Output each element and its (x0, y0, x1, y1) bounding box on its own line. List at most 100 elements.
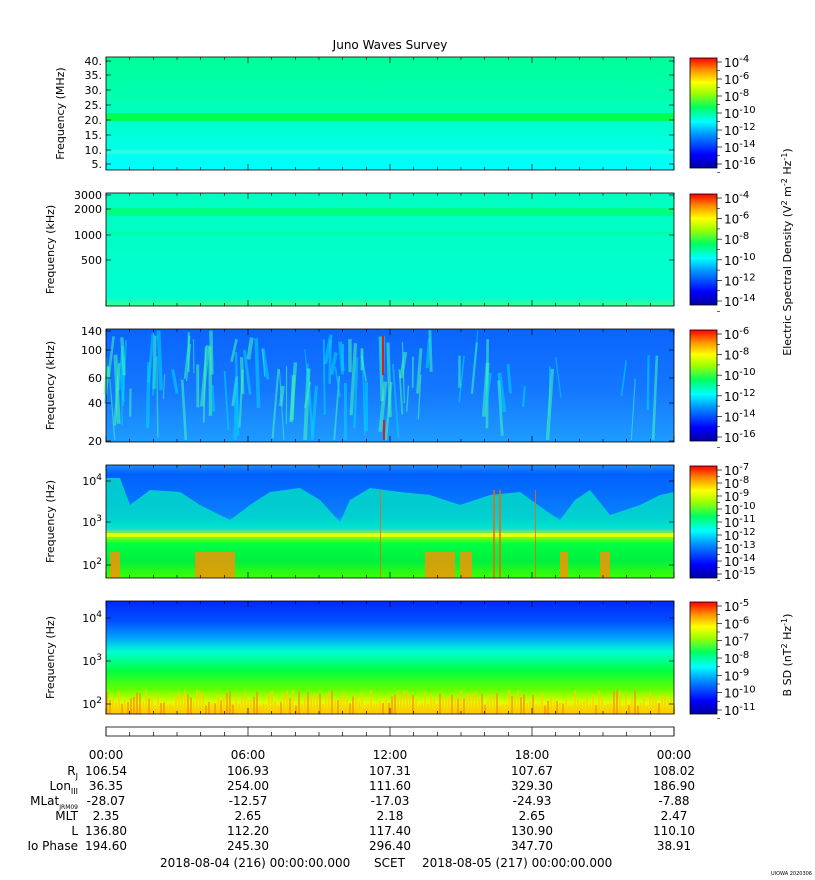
ephemeris-value: 36.35 (89, 779, 123, 793)
emission-streak (199, 345, 210, 407)
y-axis-label: Frequency (MHz) (54, 67, 67, 159)
y-tick-label: 102 (82, 696, 102, 711)
emission-spike (535, 490, 536, 578)
emission-spike (280, 701, 282, 714)
ephemeris-value: -7.88 (658, 794, 689, 808)
emission-spike (334, 699, 336, 714)
emission-spike (559, 702, 561, 714)
emission-spike (343, 691, 345, 714)
emission-spike (601, 696, 603, 714)
emission-streak (406, 385, 410, 412)
emission-spike (361, 692, 363, 714)
emission-spike (265, 704, 267, 714)
emission-spike (340, 697, 342, 714)
emission-spike (274, 701, 276, 714)
emission-spike (328, 691, 330, 714)
emission-streak (545, 368, 555, 441)
emission-spike (106, 692, 108, 714)
ephemeris-value: 38.91 (657, 839, 691, 853)
spectrogram-panel-1 (106, 57, 674, 170)
emission-spike (370, 690, 372, 714)
emission-spike (565, 699, 567, 714)
emission-streak (180, 379, 188, 441)
emission-streak (485, 339, 489, 429)
x-tick-label: 12:00 (373, 748, 408, 762)
colorbar-tick-label: 10-6 (724, 615, 749, 631)
axes-layer: 40.35. 30. 25. 20. 15. 10.5. Frequency (MHz) 10… (44, 54, 756, 736)
emission-spike (383, 420, 385, 440)
emission-spike (241, 697, 243, 714)
emission-spike (649, 691, 651, 714)
emission-spike (553, 701, 555, 714)
y-tick-label: 40. (85, 55, 103, 68)
y-tick-label: 30. (85, 84, 103, 97)
emission-spike (118, 691, 120, 714)
emission-spike (382, 703, 384, 714)
emission-spike (493, 694, 495, 714)
emission-spike (367, 703, 369, 714)
emission-streak (304, 348, 311, 405)
emission-spike (577, 700, 579, 714)
emission-spike (511, 696, 513, 714)
emission-spike (133, 696, 135, 714)
colorbar-tick-label: 10-10 (724, 252, 756, 268)
emission-spike (316, 694, 318, 714)
emission-spike (583, 701, 585, 714)
ephemeris-value: -17.03 (371, 794, 410, 808)
emission-streak (378, 381, 388, 433)
emission-streak (223, 371, 230, 431)
colorbar-tick-label: 10-8 (724, 231, 749, 247)
emission-spike (379, 700, 381, 714)
emission-spike (196, 690, 198, 714)
emission-spike (127, 701, 129, 714)
ephemeris-label: RJ (67, 764, 78, 781)
emission-streak (230, 338, 238, 363)
emission-spike (571, 705, 573, 714)
emission-spike (445, 698, 447, 714)
emission-spike (514, 695, 516, 714)
emission-streak (620, 360, 628, 397)
emission-spike (235, 694, 237, 714)
chart-title: Juno Waves Survey (332, 38, 448, 52)
ephemeris-value: 110.10 (653, 824, 695, 838)
emission-spike (439, 693, 441, 714)
emission-spike (211, 704, 213, 714)
emission-spike (637, 705, 639, 714)
emission-spike (631, 695, 633, 714)
emission-spike (301, 703, 303, 714)
emission-spike (490, 694, 492, 714)
emission-streak (243, 349, 252, 395)
emission-spike (202, 692, 204, 714)
emission-spike (595, 705, 597, 714)
colorbar-tick-label: 10-11 (724, 702, 756, 718)
emission-spike (622, 705, 624, 714)
spectrogram-image (106, 601, 674, 714)
y-tick-label: 1000 (74, 229, 102, 242)
x-tick-label: 00:00 (89, 748, 124, 762)
emission-spike (400, 695, 402, 714)
emission-spike (223, 694, 225, 714)
emission-spike (481, 693, 483, 714)
emission-bursts (110, 490, 610, 578)
emission-spike (112, 698, 114, 714)
colorbar-tick-label: 10-4 (724, 54, 749, 70)
emission-streak (210, 385, 216, 412)
ephemeris-value: 117.40 (369, 824, 411, 838)
emission-spike (493, 490, 495, 578)
emission-spike (391, 696, 393, 714)
ephemeris-value: 2.18 (377, 809, 404, 823)
emission-spike (262, 703, 264, 714)
spectrogram-panel-3 (103, 329, 674, 442)
emission-streak (334, 366, 342, 398)
emission-streak (120, 373, 123, 426)
emission-streak (428, 330, 433, 372)
colorbar-5 (689, 601, 718, 715)
emission-spike (292, 690, 294, 714)
emission-streak (416, 348, 423, 394)
emission-spike (220, 700, 222, 714)
emission-spike (169, 703, 171, 714)
emission-spike (619, 691, 621, 714)
emission-spike (550, 696, 552, 714)
emission-spike (259, 704, 261, 714)
y-tick-label: 15. (85, 129, 103, 142)
